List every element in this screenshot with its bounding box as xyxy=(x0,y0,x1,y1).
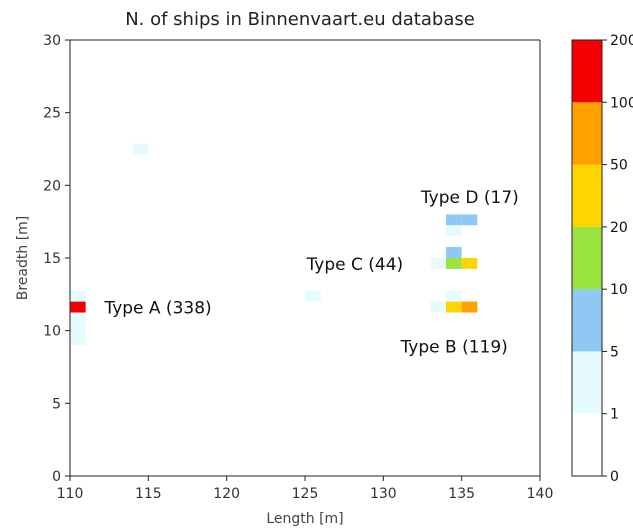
colorbar-bin xyxy=(572,413,602,476)
colorbar-bin xyxy=(572,164,602,227)
heatmap-cell xyxy=(446,214,462,226)
annotation-label: Type D (17) xyxy=(420,188,519,208)
chart-title: N. of ships in Binnenvaart.eu database xyxy=(125,9,475,30)
heatmap-cell xyxy=(446,290,462,302)
x-tick-label: 120 xyxy=(213,486,240,502)
heatmap-cell xyxy=(70,301,86,313)
heatmap-cell xyxy=(70,312,86,324)
x-axis-label: Length [m] xyxy=(266,511,343,527)
annotations: Type A (338) Type B (119) Type C (44) Type … xyxy=(103,188,518,358)
colorbar-bin xyxy=(572,289,602,352)
x-axis: 110 115 120 125 130 135 140 xyxy=(57,476,554,502)
heatmap-cell xyxy=(430,301,446,313)
colorbar-bin xyxy=(572,351,602,414)
x-tick-label: 135 xyxy=(448,486,475,502)
colorbar-bin xyxy=(572,102,602,165)
y-tick-label: 25 xyxy=(43,106,61,122)
y-tick-label: 0 xyxy=(52,469,61,485)
y-tick-label: 5 xyxy=(52,396,61,412)
heatmap-cells xyxy=(70,143,478,346)
x-tick-label: 125 xyxy=(292,486,319,502)
heatmap-cell xyxy=(446,301,462,313)
y-tick-label: 10 xyxy=(43,324,61,340)
heatmap-cell xyxy=(70,290,86,302)
x-tick-label: 140 xyxy=(527,486,554,502)
heatmap-cell xyxy=(446,225,462,237)
annotation-label: Type A (338) xyxy=(103,298,211,318)
heatmap-cell xyxy=(461,301,478,313)
colorbar-tick-label: 10 xyxy=(610,282,628,298)
colorbar-bin xyxy=(572,226,602,290)
annotation-label: Type B (119) xyxy=(400,338,508,358)
heatmap-cell xyxy=(305,290,321,302)
colorbar-tick-label: 0 xyxy=(610,469,619,485)
x-tick-label: 130 xyxy=(370,486,397,502)
heatmap-cell xyxy=(461,214,478,226)
annotation-label: Type C (44) xyxy=(306,255,404,275)
colorbar-tick-label: 1 xyxy=(610,407,619,423)
y-axis-label: Breadth [m] xyxy=(15,216,31,301)
y-tick-label: 20 xyxy=(43,178,61,194)
y-tick-label: 30 xyxy=(43,33,61,49)
x-tick-label: 110 xyxy=(57,486,84,502)
colorbar-bin xyxy=(572,40,602,103)
heatmap-cell xyxy=(446,258,462,269)
y-tick-label: 15 xyxy=(43,251,61,267)
colorbar-frame xyxy=(571,39,603,477)
heatmap-cell xyxy=(461,258,478,269)
heatmap-cell xyxy=(446,247,462,258)
heatmap-cell xyxy=(132,143,149,155)
colorbar-tick-label: 100 xyxy=(610,95,633,111)
heatmap-cell xyxy=(430,258,446,269)
x-tick-label: 115 xyxy=(135,486,162,502)
heatmap-cell xyxy=(70,323,86,335)
y-axis: 0 5 10 15 20 25 30 xyxy=(43,33,70,485)
colorbar-tick-label: 20 xyxy=(610,220,628,236)
colorbar-tick-label: 50 xyxy=(610,158,628,174)
colorbar-tick-label: 5 xyxy=(610,344,619,360)
colorbar-tick-label: 200 xyxy=(610,33,633,49)
colorbar: 0 1 5 10 20 50 100 200 xyxy=(571,33,633,485)
heatmap-cell xyxy=(70,334,86,346)
